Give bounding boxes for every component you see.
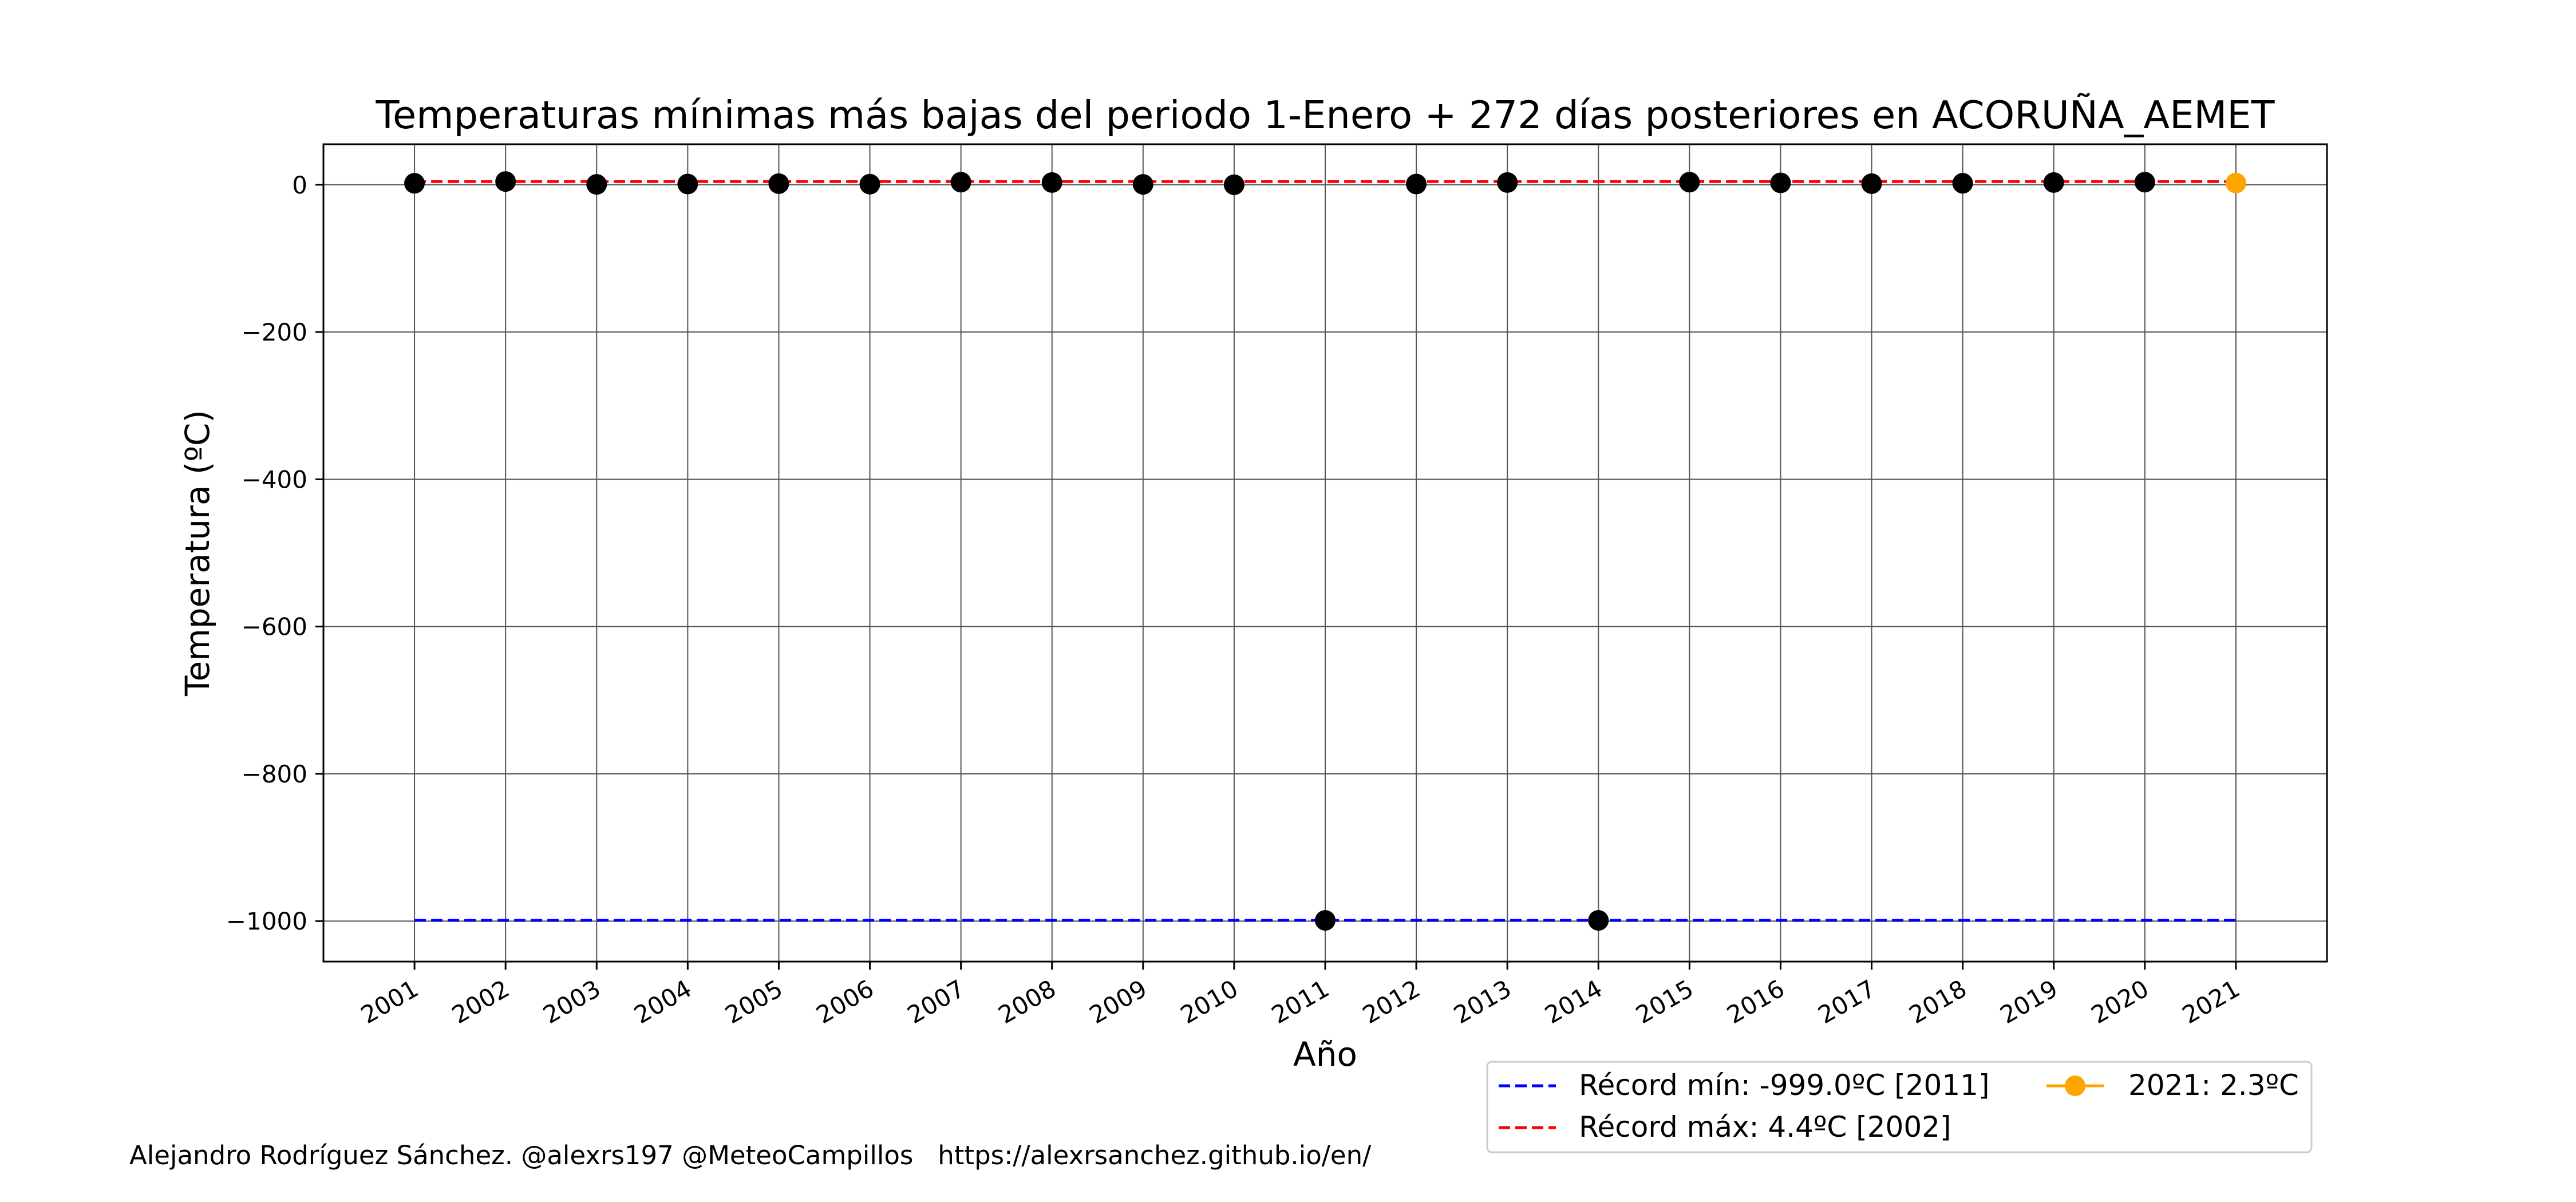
data-point <box>1497 172 1518 193</box>
legend-box <box>1486 1061 2313 1153</box>
data-point <box>2134 172 2155 193</box>
x-tick-label: 2016 <box>1722 974 1789 1029</box>
data-point <box>859 173 880 195</box>
legend-record-max-label: Récord máx: 4.4ºC [2002] <box>1579 1110 1951 1144</box>
data-point <box>1041 172 1062 193</box>
y-axis-ticks: 0 −200 −400 −600 −800 −1000 <box>226 171 323 935</box>
x-axis-ticks: 2001 2002 2003 2004 2005 2006 2007 2008 2009 2010… <box>356 962 2245 1029</box>
y-tick-label: 0 <box>292 171 307 199</box>
y-tick-label: −600 <box>242 613 307 641</box>
x-tick-label: 2006 <box>811 974 878 1029</box>
data-point <box>677 173 698 195</box>
data-point <box>1406 173 1427 195</box>
data-point <box>495 171 516 192</box>
x-tick-label: 2015 <box>1631 974 1698 1029</box>
data-point <box>1770 172 1791 193</box>
data-point <box>950 172 971 193</box>
data-point <box>768 173 789 194</box>
data-point <box>1952 173 1973 194</box>
current-year-point <box>2225 172 2246 193</box>
data-point <box>1861 173 1882 194</box>
legend-current-year-label: 2021: 2.3ºC <box>2128 1069 2299 1102</box>
x-tick-label: 2007 <box>903 974 970 1029</box>
legend-current-year-marker <box>2065 1076 2085 1096</box>
x-tick-label: 2005 <box>720 974 787 1029</box>
x-tick-label: 2009 <box>1085 974 1152 1029</box>
credit-line: Alejandro Rodríguez Sánchez. @alexrs197 … <box>129 1140 1372 1171</box>
x-tick-label: 2019 <box>1996 974 2063 1029</box>
grid <box>323 144 2327 962</box>
data-point <box>1315 910 1336 931</box>
data-point <box>586 174 607 195</box>
y-tick-label: −1000 <box>226 907 307 935</box>
data-point <box>2043 172 2064 193</box>
data-point <box>1679 172 1700 193</box>
data-points <box>404 171 2246 931</box>
x-tick-label: 2004 <box>629 974 696 1029</box>
data-point <box>1223 174 1244 195</box>
data-point <box>1132 174 1153 195</box>
y-axis-label: Temperatura (ºC) <box>178 410 217 697</box>
x-tick-label: 2017 <box>1813 974 1880 1029</box>
x-tick-label: 2012 <box>1358 974 1425 1029</box>
x-tick-label: 2014 <box>1540 974 1607 1029</box>
x-tick-label: 2013 <box>1449 974 1516 1029</box>
x-tick-label: 2002 <box>447 974 514 1029</box>
legend-record-min-label: Récord mín: -999.0ºC [2011] <box>1579 1069 1989 1102</box>
x-tick-label: 2018 <box>1905 974 1971 1029</box>
data-point <box>404 173 425 194</box>
x-axis-label: Año <box>1293 1035 1357 1074</box>
chart-title: Temperaturas mínimas más bajas del perio… <box>376 92 2275 137</box>
legend: Récord mín: -999.0ºC [2011] Récord máx: … <box>1486 1061 2313 1153</box>
reference-lines <box>414 180 2236 922</box>
x-tick-label: 2010 <box>1176 974 1243 1029</box>
x-tick-label: 2003 <box>538 974 605 1029</box>
x-tick-label: 2008 <box>994 974 1061 1029</box>
y-tick-label: −400 <box>242 465 307 493</box>
x-tick-label: 2021 <box>2178 974 2245 1029</box>
data-point <box>1588 910 1609 931</box>
x-tick-label: 2020 <box>2087 974 2154 1029</box>
y-tick-label: −200 <box>242 318 307 346</box>
x-tick-label: 2001 <box>356 974 423 1029</box>
x-tick-label: 2011 <box>1267 974 1334 1029</box>
y-tick-label: −800 <box>242 760 307 788</box>
